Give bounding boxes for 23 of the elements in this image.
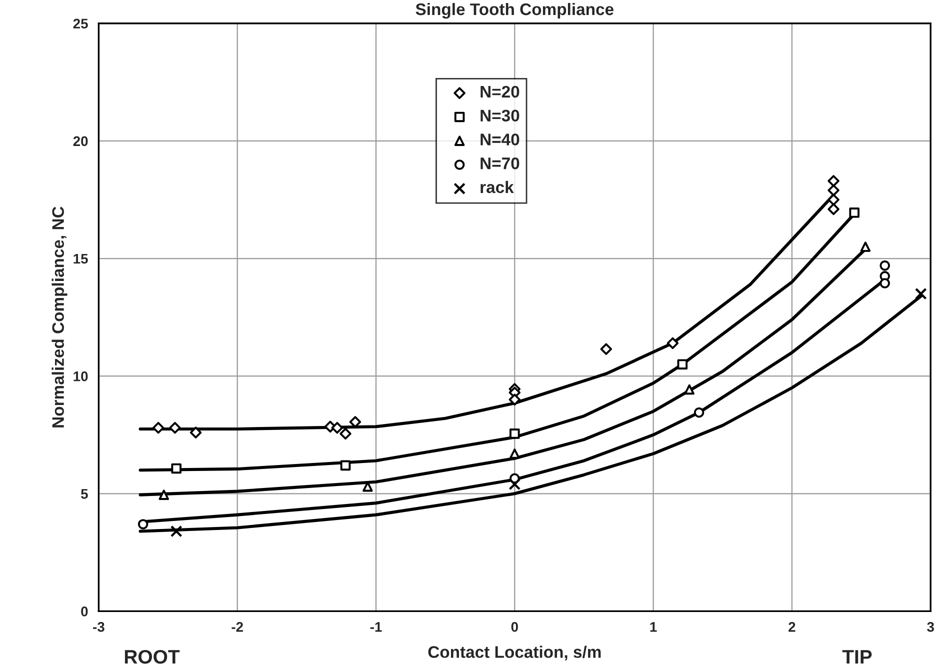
- text: ROOT: [124, 650, 180, 664]
- y-tick-label: 10: [74, 371, 88, 382]
- x-tick-label: 0: [511, 622, 518, 632]
- text: TIP: [842, 650, 872, 664]
- x-tick-label: -2: [232, 622, 243, 632]
- x-tick-label: 1: [650, 622, 657, 632]
- legend-label: N=40: [480, 134, 520, 146]
- x-tick-label: -3: [93, 622, 104, 632]
- legend-label: N=20: [480, 86, 520, 98]
- x-tick-label: -1: [370, 622, 382, 632]
- y-tick-label: 5: [80, 489, 88, 499]
- y-axis-title: Normalized Compliance, NC: [52, 206, 68, 428]
- legend-label: N=70: [480, 157, 520, 170]
- legend-label: N=30: [480, 110, 520, 122]
- y-tick-label: 25: [73, 18, 88, 29]
- x-axis-title: Contact Location, s/m: [428, 646, 601, 660]
- y-tick-label: 0: [81, 606, 88, 616]
- y-tick-label: 20: [73, 136, 88, 146]
- y-tick-label: 15: [74, 254, 88, 264]
- x-tick-label: 3: [927, 622, 934, 632]
- x-tick-label: 2: [788, 622, 796, 632]
- legend-label: rack: [480, 180, 514, 194]
- chart-title: Single Tooth Compliance: [416, 2, 614, 19]
